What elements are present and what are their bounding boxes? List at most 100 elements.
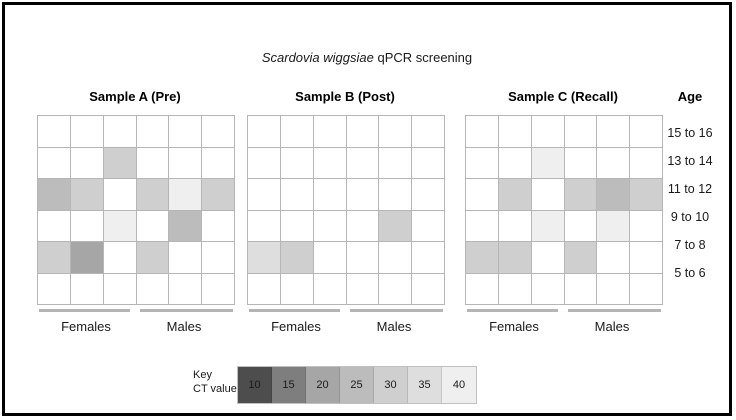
heatmap-cell — [103, 273, 136, 304]
heatmap-cell — [70, 179, 103, 210]
key-swatch-ct-15: 15 — [272, 367, 306, 403]
heatmap-cell — [136, 116, 169, 147]
heatmap-cell — [313, 242, 346, 273]
heatmap-cell — [313, 179, 346, 210]
heatmap-cell — [346, 116, 379, 147]
age-row-label: 9 to 10 — [670, 210, 710, 224]
females-bracket — [39, 309, 130, 312]
heatmap-cell — [597, 179, 630, 210]
heatmap-cell — [531, 179, 564, 210]
heatmap-cell — [498, 147, 531, 178]
heatmap-cell — [38, 242, 70, 273]
females-bracket — [249, 309, 340, 312]
heatmap-cell — [136, 147, 169, 178]
heatmap-cell — [313, 210, 346, 241]
heatmap-cell — [38, 179, 70, 210]
age-axis-header: Age — [677, 89, 703, 104]
heatmap-cell — [564, 210, 597, 241]
males-bracket — [140, 309, 233, 312]
panel-header-sample-a: Sample A (Pre) — [89, 89, 181, 104]
heatmap-cell — [136, 179, 169, 210]
heatmap-cell — [248, 179, 280, 210]
heatmap-cell — [466, 242, 498, 273]
heatmap-cell — [169, 273, 202, 304]
heatmap-cell — [630, 210, 662, 241]
heatmap-cell — [169, 179, 202, 210]
heatmap-cell — [38, 210, 70, 241]
heatmap-grid-sample-b — [247, 115, 445, 305]
heatmap-cell — [280, 179, 313, 210]
heatmap-cell — [169, 116, 202, 147]
heatmap-cell — [346, 179, 379, 210]
heatmap-cell — [136, 242, 169, 273]
heatmap-cell — [202, 273, 234, 304]
key-swatch-ct-25: 25 — [340, 367, 374, 403]
heatmap-cell — [70, 147, 103, 178]
heatmap-cell — [202, 242, 234, 273]
heatmap-cell — [379, 210, 412, 241]
heatmap-cell — [248, 147, 280, 178]
age-row-label: 7 to 8 — [674, 238, 706, 252]
heatmap-cell — [346, 147, 379, 178]
heatmap-cell — [280, 242, 313, 273]
heatmap-cell — [103, 116, 136, 147]
heatmap-cell — [280, 210, 313, 241]
males-bracket — [350, 309, 443, 312]
heatmap-cell — [412, 147, 444, 178]
heatmap-cell — [280, 273, 313, 304]
heatmap-cell — [379, 242, 412, 273]
heatmap-cell — [103, 147, 136, 178]
heatmap-cell — [564, 179, 597, 210]
key-swatch-ct-40: 40 — [442, 367, 476, 403]
heatmap-cell — [202, 210, 234, 241]
heatmap-cell — [412, 273, 444, 304]
heatmap-cell — [498, 273, 531, 304]
heatmap-cell — [564, 242, 597, 273]
heatmap-cell — [412, 210, 444, 241]
panel-header-sample-c: Sample C (Recall) — [508, 89, 618, 104]
heatmap-cell — [38, 147, 70, 178]
group-label-males: Males — [166, 319, 202, 334]
heatmap-cell — [103, 242, 136, 273]
heatmap-cell — [597, 210, 630, 241]
heatmap-cell — [531, 116, 564, 147]
heatmap-cell — [531, 242, 564, 273]
ct-value-key: 10 15 20 25 30 35 40 — [237, 366, 477, 404]
heatmap-cell — [70, 116, 103, 147]
heatmap-cell — [466, 147, 498, 178]
heatmap-cell — [346, 210, 379, 241]
group-label-females: Females — [61, 319, 111, 334]
heatmap-cell — [38, 116, 70, 147]
heatmap-cell — [379, 116, 412, 147]
heatmap-cell — [564, 273, 597, 304]
heatmap-cell — [564, 147, 597, 178]
heatmap-cell — [70, 210, 103, 241]
heatmap-cell — [531, 273, 564, 304]
heatmap-cell — [313, 116, 346, 147]
heatmap-cell — [38, 273, 70, 304]
heatmap-cell — [248, 242, 280, 273]
chart-title-rest: qPCR screening — [373, 50, 473, 65]
heatmap-cell — [248, 210, 280, 241]
heatmap-cell — [597, 147, 630, 178]
heatmap-cell — [248, 273, 280, 304]
heatmap-cell — [412, 179, 444, 210]
heatmap-cell — [313, 147, 346, 178]
group-label-males: Males — [594, 319, 630, 334]
heatmap-cell — [346, 242, 379, 273]
key-swatch-ct-35: 35 — [408, 367, 442, 403]
heatmap-cell — [202, 116, 234, 147]
heatmap-cell — [498, 116, 531, 147]
age-row-label: 5 to 6 — [674, 266, 706, 280]
heatmap-cell — [466, 210, 498, 241]
age-row-label: 13 to 14 — [667, 154, 713, 168]
heatmap-cell — [630, 273, 662, 304]
heatmap-cell — [103, 179, 136, 210]
heatmap-cell — [248, 116, 280, 147]
heatmap-grid-sample-a — [37, 115, 235, 305]
heatmap-cell — [346, 273, 379, 304]
heatmap-cell — [630, 116, 662, 147]
heatmap-cell — [498, 242, 531, 273]
heatmap-cell — [379, 273, 412, 304]
heatmap-cell — [466, 273, 498, 304]
